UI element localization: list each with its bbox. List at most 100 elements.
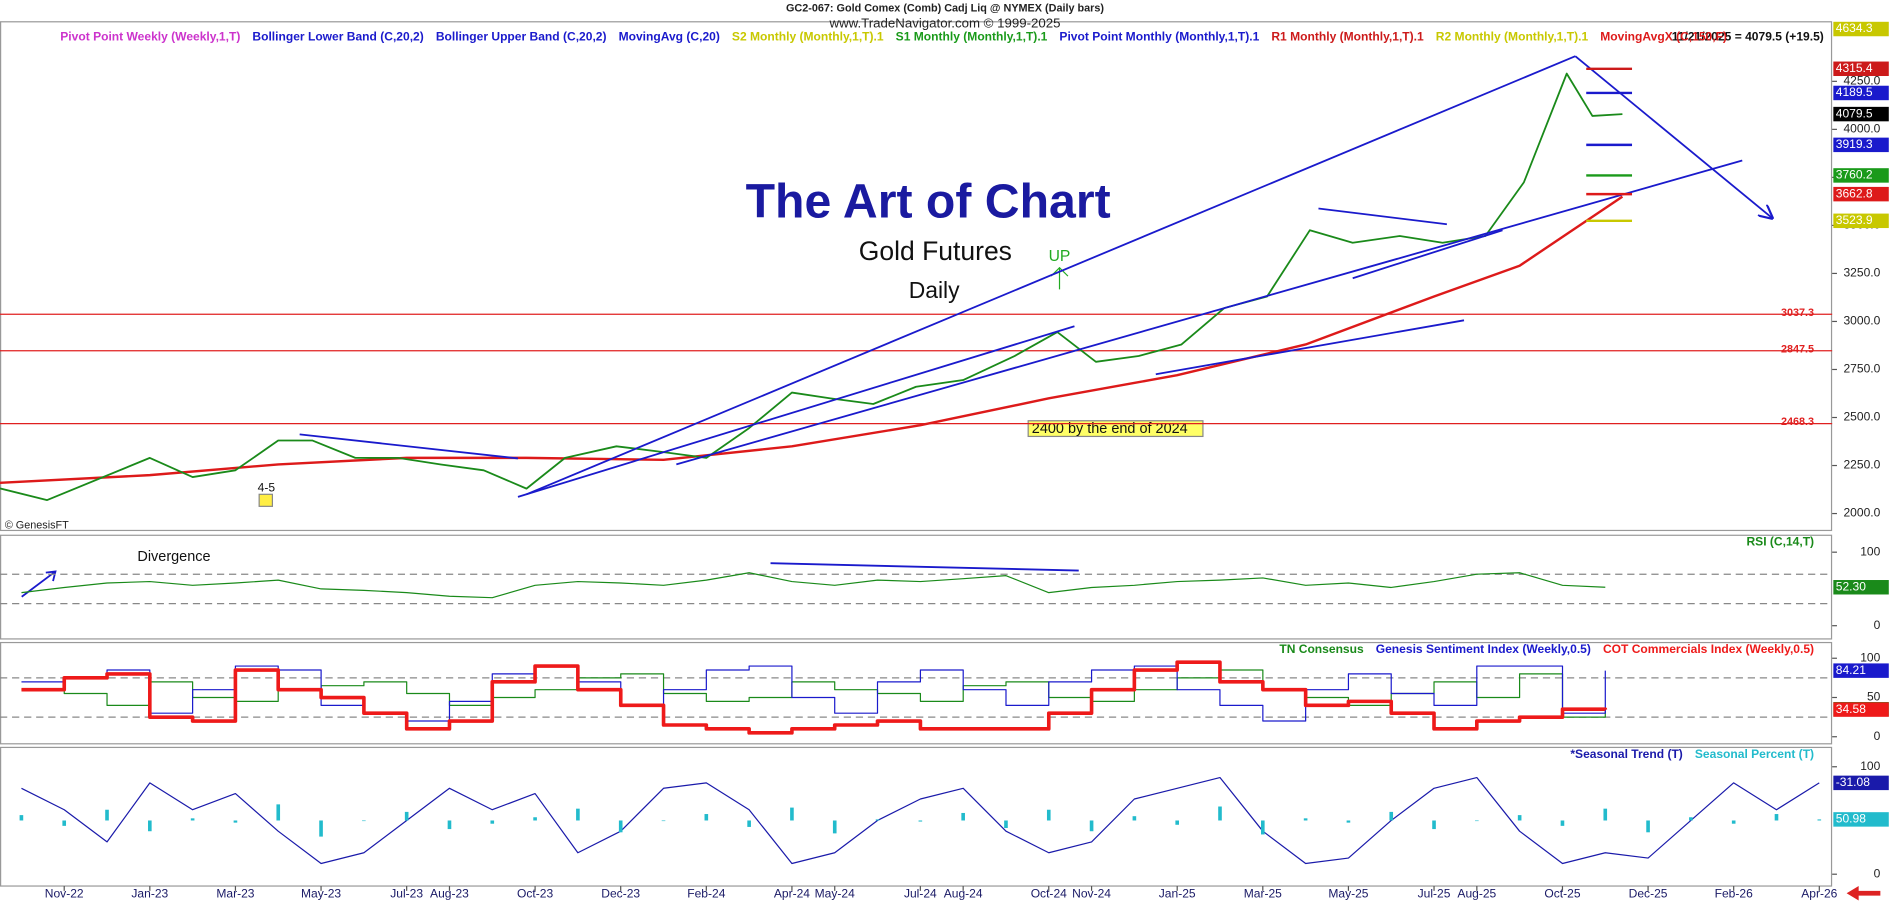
level-label: 3662.8 <box>1836 186 1873 200</box>
seasonal-bar <box>875 819 880 821</box>
seasonal-bar <box>618 820 623 833</box>
level-box <box>1833 85 1889 101</box>
level-box <box>1833 21 1889 37</box>
y-tick-label: 2500.0 <box>1843 410 1880 424</box>
seasonal-bar <box>190 818 195 821</box>
level-box <box>1833 186 1889 202</box>
seasonal-bar <box>105 809 109 821</box>
level-label: 3760.2 <box>1836 168 1873 182</box>
last-value-box <box>1833 702 1889 717</box>
x-tick-label: Mar-25 <box>1244 887 1282 901</box>
last-value-box <box>1833 775 1889 791</box>
seasonal-bar <box>1218 806 1222 821</box>
last-value: 4079.5 <box>1836 106 1873 120</box>
seasonal-bar <box>1603 808 1608 821</box>
level-label: 4189.5 <box>1836 85 1873 99</box>
seasonal-bar <box>1475 820 1479 822</box>
chart-title: The Art of Chart <box>746 175 1111 229</box>
legend-entry: MovingAvgX (C,150,F) <box>1600 30 1727 44</box>
x-tick-label: Jan-23 <box>131 887 168 901</box>
last-price: 11/21/2025 = 4079.5 (+19.5) <box>1672 30 1824 44</box>
seasonal-bar <box>1004 820 1008 829</box>
seasonal-bar <box>1689 817 1693 821</box>
level-label: 3919.3 <box>1836 137 1873 151</box>
seasonal-bar <box>1132 816 1137 821</box>
site: www.TradeNavigator.com © 1999-2025 <box>829 16 1061 31</box>
target-label: 2400 by the end of 2024 <box>1032 421 1188 437</box>
seasonal-bar <box>1261 820 1265 835</box>
y-tick-label: 0 <box>1874 729 1881 743</box>
support-label: 2847.5 <box>1781 343 1814 355</box>
legend-entry: RSI (C,14,T) <box>1746 535 1814 549</box>
trendline <box>1155 319 1465 376</box>
level-box <box>1833 168 1889 183</box>
last-value-box <box>1833 580 1889 595</box>
seasonal-bar <box>62 820 67 826</box>
seasonal-bar <box>790 807 794 821</box>
indicator-line <box>21 776 1820 865</box>
last-value: -31.08 <box>1836 775 1870 789</box>
x-tick-label: Nov-22 <box>45 887 84 901</box>
legend-entry: MovingAvg (C,20) <box>619 30 720 44</box>
x-tick-label: May-25 <box>1328 887 1368 901</box>
y-tick-label: 2750.0 <box>1843 362 1880 376</box>
sentiment-line <box>21 665 1606 722</box>
legend-entry: Genesis Sentiment Index (Weekly,0.5) <box>1376 642 1591 656</box>
wave-label: 4-5 <box>258 480 276 494</box>
x-tick-label: Jul-23 <box>390 887 423 901</box>
seasonal-bar <box>1389 811 1394 821</box>
x-tick-label: Dec-25 <box>1629 887 1668 901</box>
x-tick-label: Mar-23 <box>216 887 254 901</box>
seasonal-bar <box>404 811 409 821</box>
last-value: 50.98 <box>1836 812 1866 826</box>
trendline <box>526 55 1576 496</box>
panels <box>0 21 1833 887</box>
seasonal-bar <box>19 815 24 821</box>
scroll-arrow <box>1846 886 1881 901</box>
x-tick-label: Nov-24 <box>1072 887 1111 901</box>
indicator-line <box>21 572 1606 599</box>
last-value: 52.30 <box>1836 579 1866 593</box>
trendline <box>1318 207 1447 226</box>
x-tick-label: Oct-23 <box>517 887 553 901</box>
support-label: 3037.3 <box>1781 307 1814 319</box>
seasonal-bar <box>661 820 666 822</box>
subtitle: Gold Futures <box>859 236 1012 266</box>
y-tick-label: 4250.0 <box>1843 74 1880 88</box>
trendline <box>676 159 1743 466</box>
seasonal-bar <box>1046 809 1051 821</box>
trendline <box>1352 229 1503 280</box>
last-value: 84.21 <box>1836 663 1866 677</box>
seasonal-bar <box>747 820 751 827</box>
level-label: 4634.3 <box>1836 21 1873 35</box>
seasonal-bar <box>1432 820 1436 830</box>
trendline <box>299 433 519 460</box>
y-tick-label: 2250.0 <box>1843 458 1880 472</box>
legend-entry: Pivot Point Weekly (Weekly,1,T) <box>60 30 240 44</box>
rsi-panel <box>0 534 1833 640</box>
legend-entry: R2 Monthly (Monthly,1,T).1 <box>1436 30 1589 44</box>
seasonal-panel <box>0 746 1833 887</box>
seasonal-bar <box>1175 820 1180 825</box>
copyright: © GenesisFT <box>5 519 69 531</box>
seasonal-bar <box>961 812 965 821</box>
level-box <box>1833 137 1889 153</box>
sentiment-line <box>21 660 1608 735</box>
price-panel <box>0 21 1833 532</box>
seasonal-bar <box>447 820 452 830</box>
sentiment-panel <box>0 641 1833 745</box>
seasonal-bar <box>1560 820 1565 826</box>
target-box <box>1027 420 1204 438</box>
seasonal-bar <box>148 820 152 832</box>
last-value: 34.58 <box>1836 702 1866 716</box>
x-tick-label: Jan-25 <box>1159 887 1196 901</box>
trendline <box>517 325 1075 498</box>
y-tick-label: 3250.0 <box>1843 266 1880 280</box>
legend-entry: Pivot Point Monthly (Monthly,1,T).1 <box>1059 30 1259 44</box>
x-tick-label: Apr-26 <box>1801 887 1837 901</box>
wave-marker <box>258 493 274 507</box>
x-tick-label: May-24 <box>815 887 855 901</box>
x-tick-label: Oct-25 <box>1544 887 1580 901</box>
seasonal-bar <box>918 820 923 822</box>
